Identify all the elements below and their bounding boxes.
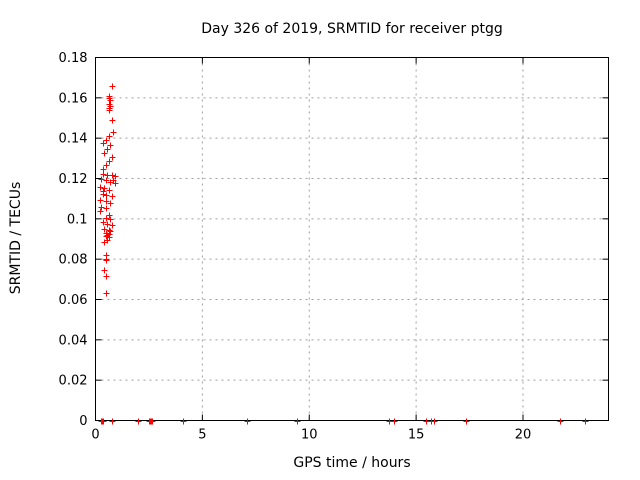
y-tick-label: 0 <box>79 414 87 429</box>
y-tick-label: 0.08 <box>59 253 88 268</box>
y-tick-label: 0.12 <box>59 172 88 187</box>
y-tick-label: 0.06 <box>59 293 88 308</box>
y-tick-label: 0.02 <box>59 374 88 389</box>
plot-border <box>95 57 609 421</box>
y-tick-label: 0.16 <box>59 91 88 106</box>
x-tick-label: 20 <box>515 428 532 443</box>
x-tick-label: 5 <box>198 428 206 443</box>
chart-title: Day 326 of 2019, SRMTID for receiver ptg… <box>201 21 503 37</box>
x-axis-label: GPS time / hours <box>293 455 411 471</box>
y-tick-label: 0.1 <box>67 212 88 227</box>
x-tick-label: 15 <box>408 428 425 443</box>
y-tick-label: 0.14 <box>59 132 88 147</box>
x-tick-label: 0 <box>91 428 99 443</box>
scatter-points-SRMTID <box>97 83 589 425</box>
y-tick-label: 0.18 <box>59 51 88 66</box>
x-tick-label: 10 <box>301 428 318 443</box>
y-tick-label: 0.04 <box>59 333 88 348</box>
